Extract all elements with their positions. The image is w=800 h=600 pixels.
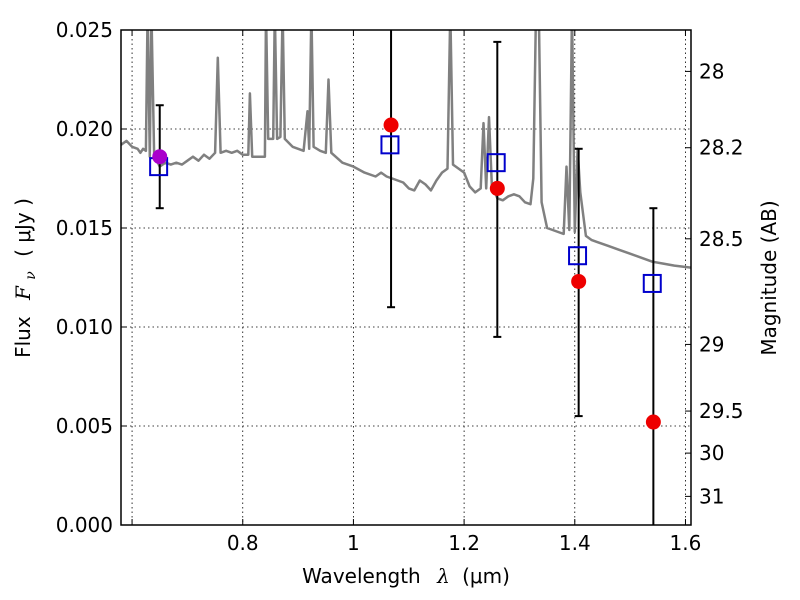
y2-axis-label: Magnitude (AB) <box>757 200 781 355</box>
y-tick-label: 0.025 <box>56 18 113 42</box>
observed-flux-point <box>645 414 661 430</box>
model-spectrum-group <box>121 30 691 269</box>
x-tick-label: 1 <box>347 531 360 555</box>
y2-tick-label: 30 <box>699 441 724 465</box>
x-axis-label: Wavelength λ (μm) <box>302 564 510 588</box>
x-axis-label-symbol: λ <box>436 564 450 588</box>
tick-labels: 0.8 1 1.2 1.4 1.6 0.000 0.005 0.010 0.015 0.020 0.… <box>56 18 744 555</box>
tick-marks <box>121 29 691 526</box>
y2-tick-label: 28.5 <box>699 227 744 251</box>
x-tick-label: 1.2 <box>448 531 480 555</box>
observed-flux-point <box>383 117 399 133</box>
y-tick-label: 0.000 <box>56 513 113 537</box>
x-axis-label-unit: (μm) <box>462 564 510 588</box>
x-tick-label: 0.8 <box>227 531 259 555</box>
y-tick-label: 0.015 <box>56 216 113 240</box>
observed-flux-point <box>571 273 587 289</box>
model-band-square <box>568 246 588 266</box>
observed-flux-point <box>489 180 505 196</box>
y-axis-label-sub: ν <box>23 271 39 280</box>
y-axis-label-unit: ( μJy ) <box>11 198 35 257</box>
model-band-square <box>486 153 506 173</box>
x-axis-label-text: Wavelength <box>302 564 421 588</box>
marker-group <box>149 117 662 430</box>
model-spectrum-line <box>121 30 691 269</box>
x-tick-label: 1.4 <box>559 531 591 555</box>
y-tick-label: 0.010 <box>56 315 113 339</box>
y-tick-label: 0.020 <box>56 117 113 141</box>
y-axis-label: Flux F ν ( μJy ) <box>11 198 40 358</box>
observed-flux-point <box>152 149 168 165</box>
model-band-square <box>380 135 400 155</box>
y2-tick-label: 28.2 <box>699 136 744 160</box>
grid-lines <box>121 29 691 526</box>
y2-tick-label: 29.5 <box>699 399 744 423</box>
y-axis-label-text: Flux <box>11 316 35 358</box>
y-axis-label-symbol: F <box>11 285 35 301</box>
y2-tick-label: 31 <box>699 484 724 508</box>
model-band-square <box>642 273 662 293</box>
y-tick-label: 0.005 <box>56 414 113 438</box>
y2-tick-label: 29 <box>699 332 724 356</box>
x-tick-label: 1.6 <box>670 531 702 555</box>
plot-frame <box>120 29 692 526</box>
y2-tick-label: 28 <box>699 59 724 83</box>
